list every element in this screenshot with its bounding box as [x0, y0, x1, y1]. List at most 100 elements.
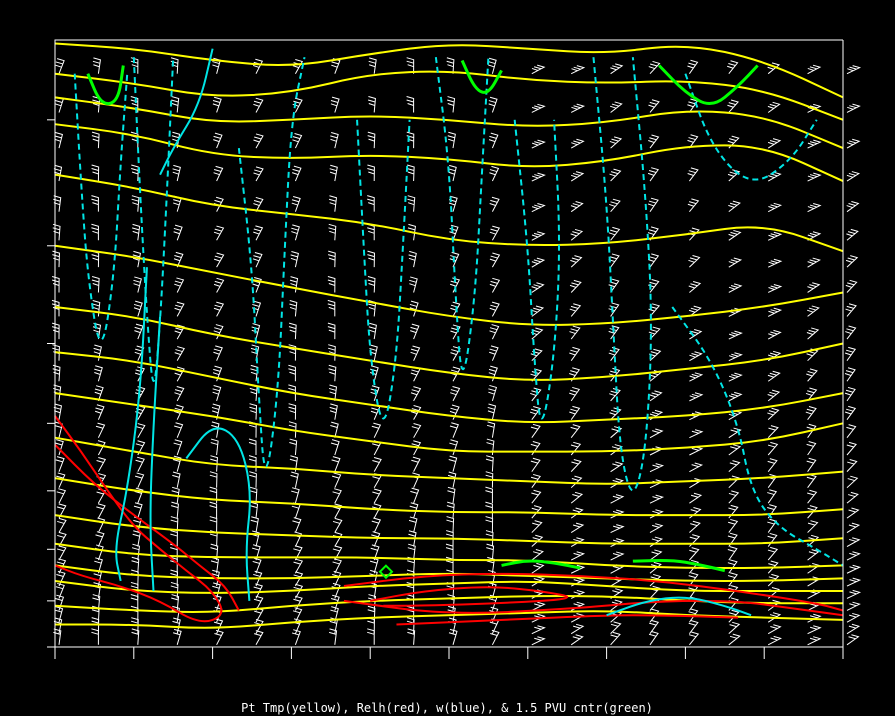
- wind-barb: [253, 595, 264, 611]
- wind-barb: [689, 351, 703, 362]
- isentrope-line: [55, 610, 844, 629]
- wind-barb: [370, 385, 380, 402]
- wind-barb: [805, 387, 818, 402]
- wind-barb: [288, 421, 297, 438]
- wind-barb: [610, 461, 624, 473]
- wind-barb: [372, 456, 382, 472]
- wind-barb: [248, 455, 257, 472]
- isentrope-line: [54, 173, 844, 253]
- wind-barb: [292, 133, 303, 149]
- wind-barb: [728, 352, 743, 362]
- wind-barb: [846, 589, 862, 599]
- wind-barb: [92, 594, 101, 611]
- wind-barb: [291, 487, 300, 504]
- wind-barb: [649, 573, 662, 587]
- wind-barb: [172, 617, 181, 634]
- wind-barb: [485, 486, 493, 504]
- wind-barb: [807, 231, 822, 241]
- wind-barb: [728, 444, 742, 456]
- wind-barb: [649, 446, 664, 456]
- wind-barb: [688, 305, 702, 317]
- wind-barb: [485, 471, 494, 488]
- wind-barb: [570, 634, 584, 646]
- wind-barb: [846, 634, 860, 646]
- wind-barb: [91, 628, 99, 645]
- wind-barb: [806, 368, 818, 382]
- wind-barb: [367, 617, 375, 634]
- wind-barb: [728, 257, 743, 268]
- wind-barb: [687, 59, 699, 74]
- wind-barb: [531, 231, 546, 241]
- wind-barb: [212, 96, 222, 113]
- wind-barb: [411, 423, 422, 438]
- wind-barb: [214, 629, 224, 646]
- wind-barb: [846, 601, 861, 611]
- wind-barb: [687, 134, 699, 149]
- wind-barb: [767, 231, 783, 241]
- wind-barb: [767, 307, 783, 317]
- wind-barb: [531, 549, 544, 561]
- wind-barb: [844, 367, 856, 382]
- wind-barb: [450, 385, 461, 402]
- wind-barb: [54, 606, 64, 623]
- wind-barb: [689, 507, 702, 519]
- wind-barb: [570, 623, 585, 635]
- wind-barb: [610, 494, 625, 504]
- wind-barb: [807, 625, 822, 635]
- wind-barb: [446, 516, 455, 533]
- wind-barb: [372, 488, 382, 504]
- wind-barb: [569, 279, 582, 293]
- wind-barb: [293, 571, 304, 587]
- wind-barb: [649, 536, 664, 547]
- rh-contour: [343, 599, 844, 617]
- wind-barb: [767, 612, 782, 623]
- wind-barb: [174, 404, 184, 420]
- wind-barb: [767, 532, 778, 547]
- wind-barb: [332, 531, 343, 547]
- w-contour: [115, 267, 148, 582]
- wind-barb: [54, 132, 64, 149]
- wind-barb: [531, 576, 546, 587]
- wind-barb: [531, 520, 543, 533]
- wind-barb: [449, 422, 459, 438]
- wind-barb: [689, 462, 704, 473]
- wind-barb: [292, 59, 304, 74]
- wind-barb: [133, 276, 142, 293]
- wind-barb: [253, 166, 264, 182]
- wind-barb: [570, 201, 584, 213]
- wind-barb: [328, 223, 337, 241]
- wind-barb: [531, 103, 546, 113]
- wind-barb: [569, 367, 581, 382]
- wind-barb: [328, 195, 338, 212]
- wind-barb: [130, 605, 139, 623]
- wind-barb: [330, 421, 339, 438]
- wind-barb: [490, 629, 500, 646]
- wind-barb: [250, 516, 259, 533]
- wind-barb: [172, 471, 181, 488]
- wind-barb: [249, 384, 258, 401]
- wind-barb: [410, 487, 420, 504]
- wind-barb: [56, 545, 67, 561]
- w-contour: [159, 48, 214, 176]
- wind-barb: [327, 322, 336, 340]
- wind-barb: [213, 165, 224, 182]
- wind-barb: [209, 471, 218, 488]
- wind-barb: [846, 507, 860, 519]
- wind-barb: [767, 573, 780, 587]
- wind-barb: [530, 387, 542, 402]
- wind-barb: [687, 167, 699, 182]
- wind-barb: [56, 558, 67, 574]
- wind-barb: [253, 570, 263, 587]
- wind-barb: [94, 404, 105, 420]
- wind-barb: [171, 486, 180, 504]
- w-contour: [671, 306, 844, 567]
- wind-barb: [291, 629, 301, 645]
- wind-barb: [411, 456, 421, 472]
- wind-barb: [408, 516, 418, 533]
- pv-marker-diamond: [378, 564, 394, 580]
- rh-contour: [370, 586, 569, 607]
- wind-barb: [173, 224, 183, 241]
- wind-barb: [489, 196, 500, 212]
- wind-barb: [688, 280, 702, 293]
